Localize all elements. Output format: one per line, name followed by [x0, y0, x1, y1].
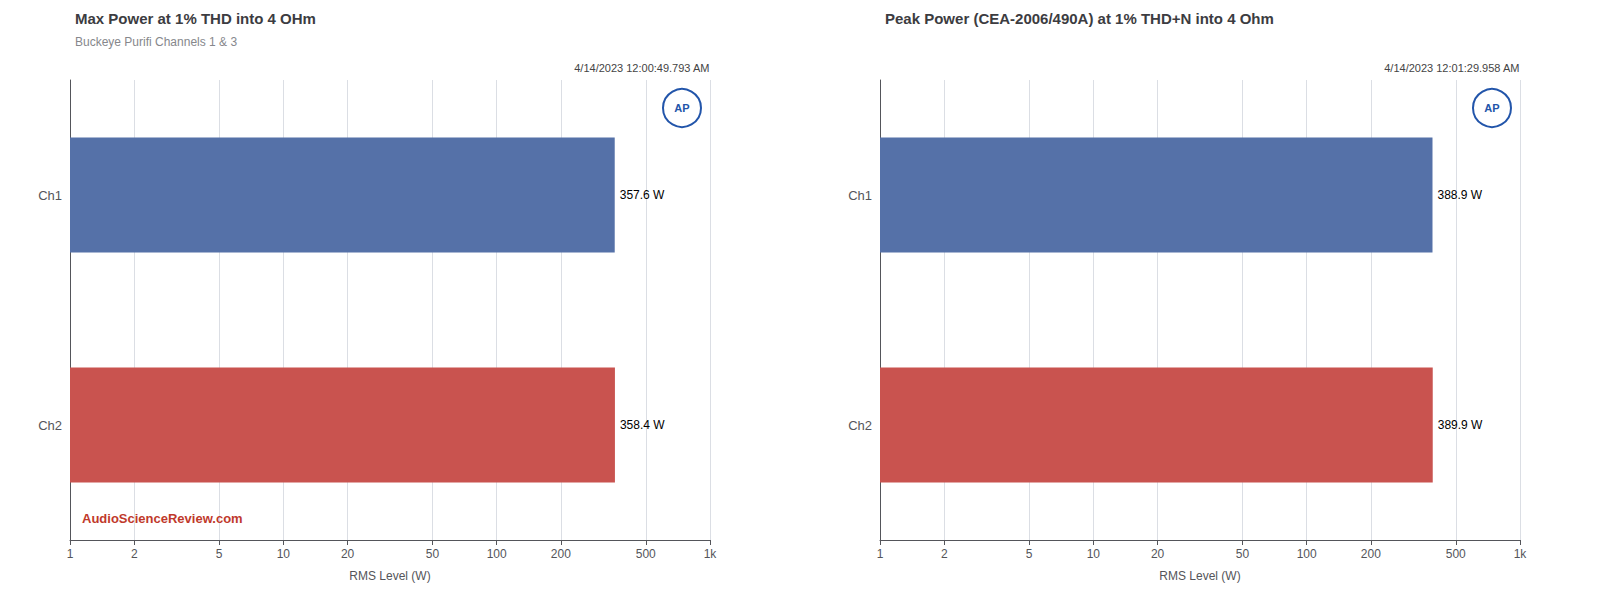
svg-text:Ch1: Ch1	[38, 188, 62, 203]
svg-text:1k: 1k	[704, 547, 718, 561]
svg-text:AudioScienceReview.com: AudioScienceReview.com	[82, 511, 243, 526]
svg-text:2: 2	[941, 547, 948, 561]
svg-text:1: 1	[877, 547, 884, 561]
svg-text:RMS Level (W): RMS Level (W)	[349, 569, 430, 583]
svg-text:200: 200	[1361, 547, 1381, 561]
svg-text:1: 1	[67, 547, 74, 561]
svg-text:50: 50	[426, 547, 440, 561]
svg-text:Ch1: Ch1	[848, 188, 872, 203]
svg-text:RMS Level (W): RMS Level (W)	[1159, 569, 1240, 583]
svg-text:358.4 W: 358.4 W	[620, 418, 665, 432]
svg-text:Ch2: Ch2	[848, 418, 872, 433]
svg-text:AP: AP	[674, 102, 689, 114]
svg-text:5: 5	[216, 547, 223, 561]
svg-text:2: 2	[131, 547, 138, 561]
svg-text:500: 500	[1446, 547, 1466, 561]
svg-text:AP: AP	[1484, 102, 1499, 114]
svg-text:100: 100	[1297, 547, 1317, 561]
svg-text:20: 20	[1151, 547, 1165, 561]
svg-text:Ch2: Ch2	[38, 418, 62, 433]
svg-text:388.9 W: 388.9 W	[1437, 188, 1482, 202]
svg-text:200: 200	[551, 547, 571, 561]
svg-text:Max Power at 1% THD into 4 OHm: Max Power at 1% THD into 4 OHm	[75, 10, 316, 27]
svg-text:10: 10	[1087, 547, 1101, 561]
svg-text:357.6 W: 357.6 W	[620, 188, 665, 202]
svg-text:10: 10	[277, 547, 291, 561]
svg-text:20: 20	[341, 547, 355, 561]
svg-text:Peak Power (CEA-2006/490A) at: Peak Power (CEA-2006/490A) at 1% THD+N i…	[885, 10, 1274, 27]
svg-text:389.9 W: 389.9 W	[1438, 418, 1483, 432]
svg-text:Buckeye Purifi Channels 1 & 3: Buckeye Purifi Channels 1 & 3	[75, 35, 237, 49]
svg-text:5: 5	[1026, 547, 1033, 561]
svg-text:1k: 1k	[1514, 547, 1528, 561]
svg-text:100: 100	[487, 547, 507, 561]
svg-text:50: 50	[1236, 547, 1250, 561]
svg-text:4/14/2023 12:01:29.958 AM: 4/14/2023 12:01:29.958 AM	[1384, 62, 1519, 74]
svg-text:500: 500	[636, 547, 656, 561]
svg-text:4/14/2023 12:00:49.793 AM: 4/14/2023 12:00:49.793 AM	[574, 62, 709, 74]
